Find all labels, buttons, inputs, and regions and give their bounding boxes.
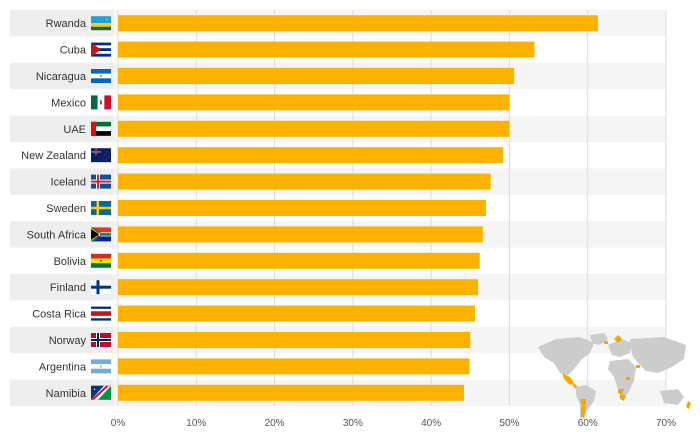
bar xyxy=(118,305,475,322)
bar xyxy=(118,358,470,375)
category-label: Iceland xyxy=(51,177,86,189)
bar xyxy=(118,120,510,137)
norway-flag-icon xyxy=(91,333,111,347)
category-label: Costa Rica xyxy=(32,309,87,321)
category-label: Namibia xyxy=(46,388,87,400)
argentina-flag-icon xyxy=(91,359,111,374)
category-label: UAE xyxy=(63,124,86,136)
bar xyxy=(118,94,510,111)
x-tick-label: 20% xyxy=(265,418,285,429)
bar xyxy=(118,384,465,401)
cuba-flag-icon xyxy=(91,42,111,57)
bar xyxy=(118,279,479,296)
x-tick-label: 60% xyxy=(578,418,598,429)
category-label: New Zealand xyxy=(21,150,86,162)
category-label: Bolivia xyxy=(54,256,87,268)
bar xyxy=(118,68,515,84)
x-tick-label: 10% xyxy=(186,418,206,429)
category-label: Finland xyxy=(50,282,86,294)
x-tick-label: 70% xyxy=(656,418,676,429)
category-label: Sweden xyxy=(46,203,86,215)
new-zealand-flag-icon xyxy=(91,148,111,163)
bar xyxy=(118,200,486,216)
category-label: Mexico xyxy=(51,97,86,109)
bar xyxy=(118,41,535,58)
category-label: Cuba xyxy=(60,45,87,57)
category-label: Argentina xyxy=(39,361,87,373)
bar xyxy=(118,252,480,269)
x-tick-label: 30% xyxy=(343,418,363,429)
category-label: Rwanda xyxy=(46,18,87,30)
rwanda-flag-icon xyxy=(91,16,111,31)
costa-rica-flag-icon xyxy=(91,306,111,321)
world-map-icon xyxy=(538,333,691,419)
x-tick-label: 50% xyxy=(499,418,519,429)
namibia-flag-icon xyxy=(91,385,111,400)
iceland-flag-icon xyxy=(91,174,111,189)
bolivia-flag-icon xyxy=(91,253,111,268)
category-label: South Africa xyxy=(27,229,87,241)
finland-flag-icon xyxy=(91,280,111,295)
sweden-flag-icon xyxy=(91,201,111,215)
uae-flag-icon xyxy=(91,121,111,136)
category-label: Norway xyxy=(49,335,87,347)
bar xyxy=(118,15,598,32)
south-africa-flag-icon xyxy=(91,227,111,242)
mexico-flag-icon xyxy=(91,95,111,110)
bar xyxy=(118,173,491,190)
category-label: Nicaragua xyxy=(36,71,87,83)
nicaragua-flag-icon xyxy=(91,69,111,83)
bar xyxy=(118,147,504,164)
x-tick-label: 0% xyxy=(111,418,126,429)
x-tick-label: 40% xyxy=(421,418,441,429)
bar xyxy=(118,332,471,348)
bar xyxy=(118,226,483,243)
